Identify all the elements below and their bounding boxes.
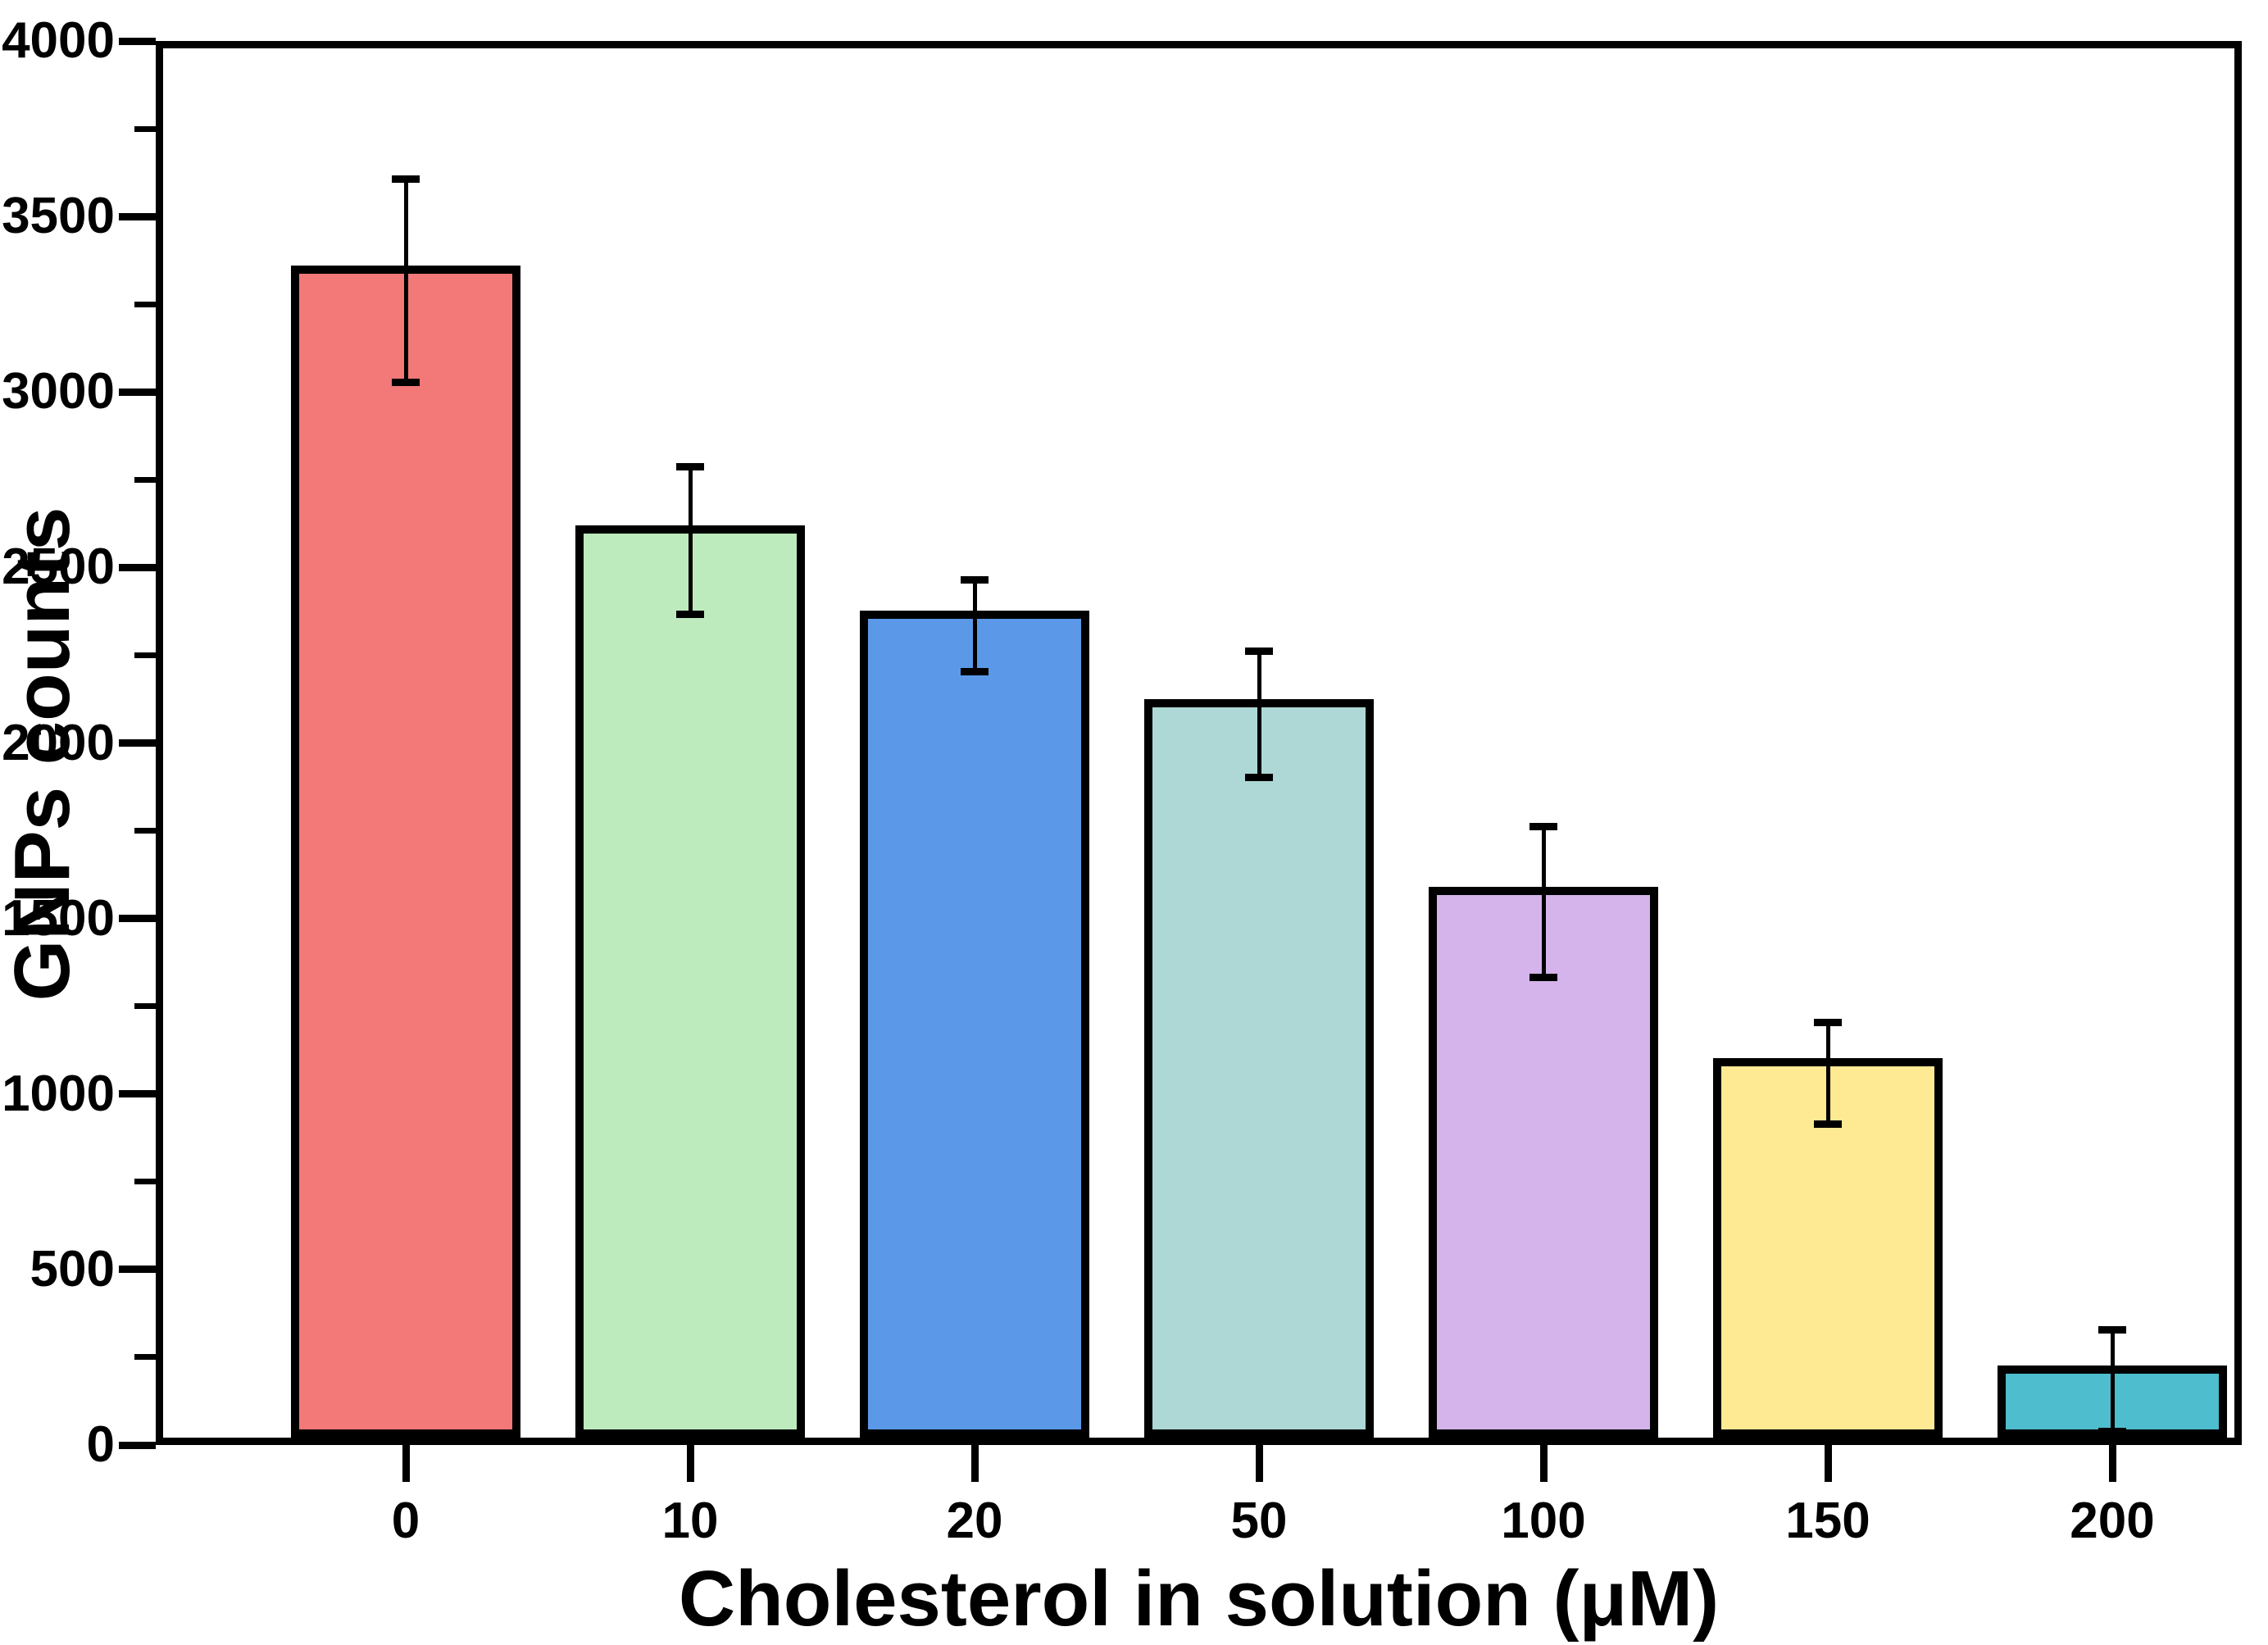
y-tick-label-2000: 2000: [2, 715, 115, 771]
y-minor-tick-3250: [134, 302, 156, 307]
error-bar-cap-bottom-10: [676, 611, 704, 618]
error-bar-cap-bottom-0: [392, 379, 420, 386]
y-minor-tick-1250: [134, 1003, 156, 1009]
error-bar-cap-bottom-50: [1245, 774, 1273, 781]
error-bar-line-20: [972, 579, 977, 671]
x-tick-0: [402, 1445, 410, 1482]
bar-50: [1144, 699, 1374, 1438]
error-bar-cap-top-50: [1245, 648, 1273, 655]
y-tick-label-3500: 3500: [2, 188, 115, 244]
error-bar-cap-bottom-20: [961, 668, 989, 675]
y-major-tick-4000: [119, 38, 156, 45]
y-minor-tick-750: [134, 1179, 156, 1184]
x-tick-label-10: 10: [661, 1493, 719, 1549]
y-tick-label-500: 500: [30, 1241, 115, 1297]
x-tick-200: [2109, 1445, 2116, 1482]
error-bar-line-10: [688, 466, 693, 614]
x-axis-title: Cholesterol in solution (μM): [678, 1555, 1720, 1643]
y-tick-label-2500: 2500: [2, 538, 115, 595]
error-bar-cap-top-150: [1814, 1019, 1842, 1026]
bar-20: [860, 611, 1089, 1438]
y-tick-label-3000: 3000: [2, 363, 115, 420]
y-minor-tick-1750: [134, 828, 156, 834]
y-minor-tick-250: [134, 1354, 156, 1360]
y-major-tick-2000: [119, 739, 156, 747]
y-major-tick-2500: [119, 564, 156, 571]
y-major-tick-1000: [119, 1090, 156, 1097]
bar-0: [291, 266, 520, 1438]
error-bar-cap-top-200: [2098, 1326, 2126, 1334]
x-tick-label-200: 200: [2070, 1493, 2155, 1549]
y-minor-tick-2250: [134, 652, 156, 658]
error-bar-line-200: [2110, 1329, 2115, 1431]
error-bar-cap-bottom-100: [1529, 974, 1557, 981]
plot-area: [156, 41, 2242, 1445]
x-tick-10: [687, 1445, 694, 1482]
x-tick-label-100: 100: [1501, 1493, 1586, 1549]
y-minor-tick-2750: [134, 477, 156, 483]
error-bar-line-100: [1541, 826, 1546, 977]
y-major-tick-3500: [119, 213, 156, 220]
error-bar-cap-top-10: [676, 463, 704, 470]
error-bar-line-0: [403, 179, 408, 382]
y-tick-label-1500: 1500: [2, 890, 115, 947]
y-tick-label-0: 0: [86, 1416, 115, 1473]
error-bar-line-150: [1825, 1022, 1830, 1124]
bar-10: [575, 525, 805, 1438]
error-bar-cap-bottom-150: [1814, 1120, 1842, 1128]
x-tick-20: [971, 1445, 979, 1482]
x-tick-label-20: 20: [946, 1493, 1003, 1549]
error-bar-cap-top-20: [961, 576, 989, 584]
y-minor-tick-3750: [134, 126, 156, 132]
y-major-tick-1500: [119, 915, 156, 922]
y-major-tick-500: [119, 1266, 156, 1273]
y-tick-label-1000: 1000: [2, 1066, 115, 1122]
y-major-tick-3000: [119, 389, 156, 396]
x-tick-150: [1825, 1445, 1832, 1482]
y-major-tick-0: [119, 1442, 156, 1449]
error-bar-cap-top-100: [1529, 823, 1557, 830]
error-bar-cap-bottom-200: [2098, 1428, 2126, 1435]
x-tick-label-0: 0: [391, 1493, 420, 1549]
y-tick-label-4000: 4000: [2, 12, 115, 69]
error-bar-line-50: [1257, 651, 1261, 777]
x-tick-label-150: 150: [1785, 1493, 1870, 1549]
error-bar-cap-top-0: [392, 175, 420, 183]
x-tick-100: [1540, 1445, 1548, 1482]
x-tick-50: [1256, 1445, 1263, 1482]
x-tick-label-50: 50: [1230, 1493, 1288, 1549]
